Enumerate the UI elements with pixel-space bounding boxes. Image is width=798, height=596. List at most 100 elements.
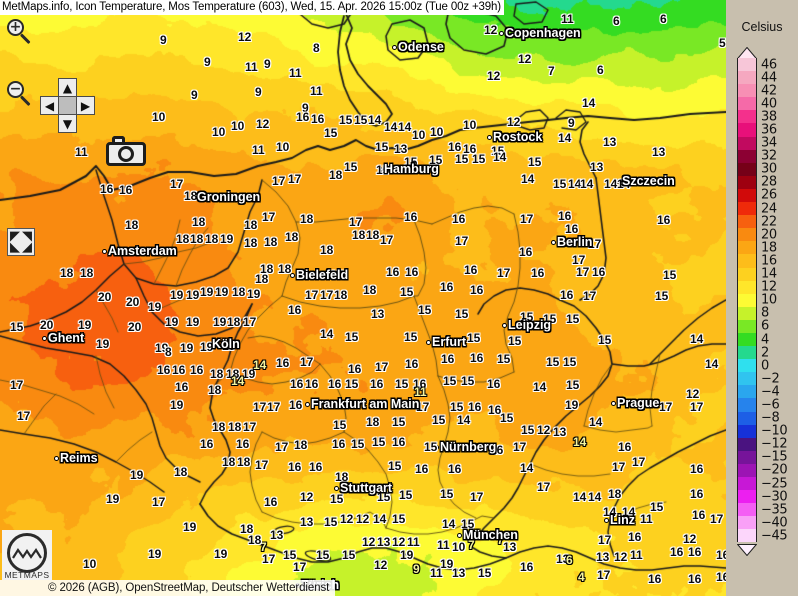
temperature-value: 15 [375,140,389,154]
temperature-value: 14 [573,435,587,449]
temperature-value: 16 [328,377,342,391]
pan-right-icon[interactable]: ▶ [76,96,95,115]
temperature-value: 13 [590,160,604,174]
legend-swatch: 18 [737,240,777,255]
temperature-value: 18 [248,533,262,547]
temperature-value: 14 [457,413,471,427]
legend-tick-label: 6 [761,318,769,334]
temperature-value: 16 [264,495,278,509]
temperature-value: 14 [368,113,382,127]
camera-icon[interactable] [106,136,146,166]
temperature-value: 12 [614,550,628,564]
temperature-value: 14 [582,96,596,110]
temperature-value: 15 [392,512,406,526]
city-label: Erfurt [432,335,467,349]
pan-up-icon[interactable]: ▲ [58,78,77,97]
legend-tick-label: −12 [761,436,788,452]
temperature-value: 15 [478,566,492,580]
legend-swatches: 46 44 42 40 38 36 34 32 30 28 26 24 22 20 18 16 14 12 10 8 6… [737,57,788,543]
temperature-value: 15 [450,400,464,414]
temperature-value: 17 [330,268,344,282]
temperature-value: 15 [342,548,356,562]
zoom-out-icon[interactable]: − [6,80,36,110]
metmaps-logo: METMAPS [2,530,52,580]
legend-tick-label: 32 [761,148,777,164]
city-marker [192,196,195,199]
city-label: Frankfurt am Main [311,397,420,411]
legend-swatch: −30 [737,489,788,504]
temperature-value: 17 [262,552,276,566]
legend-tick-label: 34 [761,135,777,151]
temperature-value: 18 [176,232,190,246]
legend-swatch: 38 [737,109,777,124]
temperature-value: 19 [215,285,229,299]
temperature-value: 10 [276,140,290,154]
temperature-value: 17 [243,315,257,329]
legend-tick-label: 12 [761,279,777,295]
temperature-value: 11 [407,535,420,549]
legend-tick-label: −35 [761,502,788,518]
temperature-value: 15 [432,413,446,427]
legend-tick-label: −10 [761,423,788,439]
magnifier-ring [7,19,24,36]
legend-swatch: 30 [737,162,777,177]
legend-swatch: 2 [737,345,769,360]
temperature-value: 17 [513,440,527,454]
temperature-value: 16 [157,363,171,377]
city-marker [617,180,620,183]
map-canvas[interactable]: 9121211665891111127699119910101291412131… [0,0,726,596]
temperature-value: 19 [148,547,162,561]
temperature-value: 15 [388,459,402,473]
temperature-value: 16 [441,352,455,366]
city-label: Leipzig [508,318,552,332]
temperature-value: 16 [670,545,684,559]
temperature-value: 15 [330,492,344,506]
temperature-value: 10 [463,118,477,132]
legend-tick-label: −15 [761,449,788,465]
logo-circle [7,533,47,573]
zoom-in-icon[interactable]: + [6,18,36,48]
temperature-value: 17 [537,480,551,494]
temperature-value: 10 [430,125,444,139]
temperature-value: 16 [628,530,642,544]
legend-tick-label: −8 [761,410,780,426]
temperature-value: 12 [256,117,270,131]
legend-tick-label: 4 [761,332,769,348]
temperature-value: 12 [374,558,388,572]
fs-arrow-tl: ◤ [10,229,20,244]
temperature-value: 19 [220,232,234,246]
temperature-value: 15 [521,423,535,437]
temperature-value: 16 [172,363,186,377]
temperature-value: 18 [228,420,242,434]
temperature-value: 17 [275,440,289,454]
temperature-value: 19 [106,492,120,506]
temperature-value: 16 [309,460,323,474]
temperature-value: 12 [340,512,354,526]
temperature-value: 17 [583,289,597,303]
temperature-value: 16 [370,377,384,391]
legend-tick-label: 18 [761,240,777,256]
temperature-value: 17 [416,400,430,414]
temperature-value: 16 [468,400,482,414]
temperature-value: 17 [598,533,612,547]
temperature-value: 18 [240,522,254,536]
temperature-value: 9 [568,116,575,130]
temperature-value: 15 [404,330,418,344]
legend-swatch: 28 [737,175,777,190]
pan-down-icon[interactable]: ▼ [58,114,77,133]
legend-tick-label: 16 [761,253,777,269]
pan-left-icon[interactable]: ◀ [40,96,59,115]
temperature-value: 14 [588,490,602,504]
temperature-value: 17 [520,212,534,226]
temperature-value: 19 [440,557,454,571]
temperature-value: 15 [546,355,560,369]
temperature-value: 16 [200,437,214,451]
pan-control[interactable]: ▲ ▼ ◀ ▶ [40,78,96,134]
minus-glyph: − [9,80,22,97]
temperature-value: 18 [352,228,366,242]
legend-swatch: 20 [737,227,777,242]
temperature-value: 17 [255,458,269,472]
fullscreen-icon[interactable]: ◤ ◥ ◣ ◢ [7,228,35,256]
legend-tick-label: 30 [761,161,777,177]
legend-swatch: 26 [737,188,777,203]
